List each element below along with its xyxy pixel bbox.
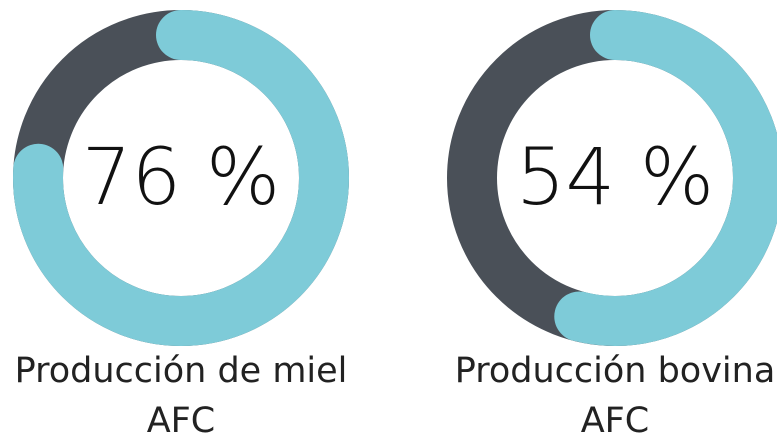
donut-arc — [447, 10, 777, 346]
donut-value-label: 54 % — [516, 133, 714, 223]
donut-title: Producción bovina AFC — [454, 351, 776, 441]
donut-title: Producción de miel AFC — [14, 351, 348, 441]
donut-arc — [13, 10, 349, 346]
donut-value-label: 76 % — [82, 133, 280, 223]
